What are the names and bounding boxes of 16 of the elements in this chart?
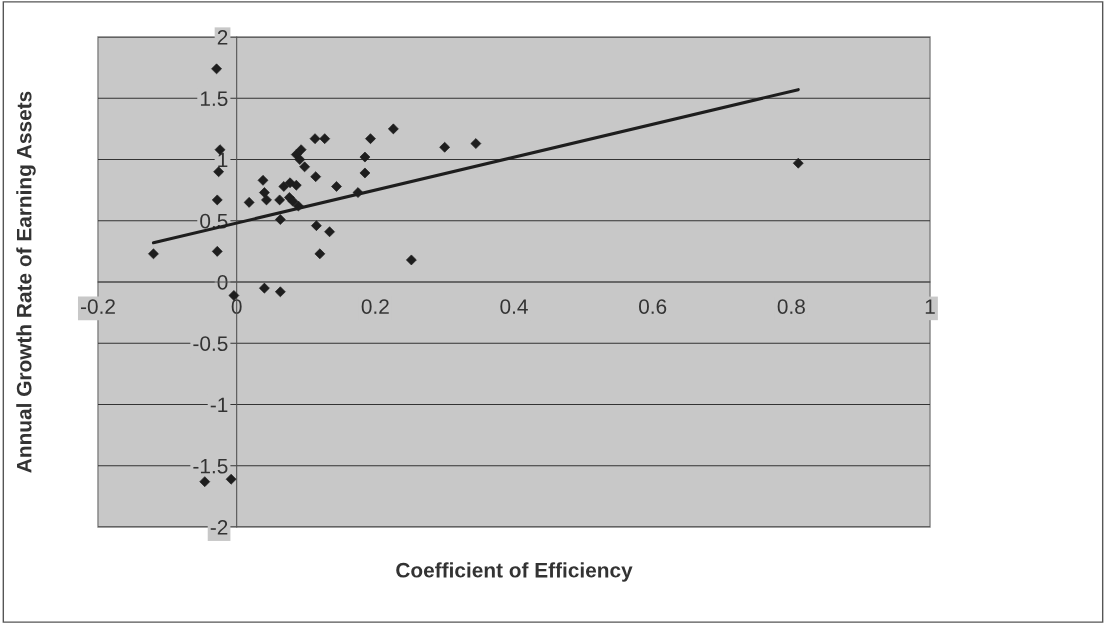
- x-tick-label: 0.4: [500, 299, 528, 314]
- x-tick-label: 0.6: [639, 299, 667, 314]
- x-axis-title: Coefficient of Efficiency: [396, 562, 633, 582]
- y-tick-label: 0: [217, 275, 228, 290]
- y-axis-title: Annual Growth Rate of Earning Assets: [16, 91, 36, 473]
- y-tick-label: 1.5: [200, 91, 228, 106]
- x-tick-label: -0.2: [80, 299, 115, 314]
- y-tick-label: 1: [218, 152, 228, 168]
- x-tick-label: 0.2: [361, 299, 389, 314]
- y-tick-label: -1.5: [193, 458, 228, 474]
- y-tick-label: 2: [217, 30, 228, 45]
- y-tick-label: -1: [210, 397, 228, 413]
- y-tick-label: -0.5: [193, 336, 228, 351]
- y-tick-label: -2: [210, 520, 228, 535]
- x-tick-label: 0.8: [777, 299, 805, 314]
- x-tick-label: 1: [925, 299, 935, 314]
